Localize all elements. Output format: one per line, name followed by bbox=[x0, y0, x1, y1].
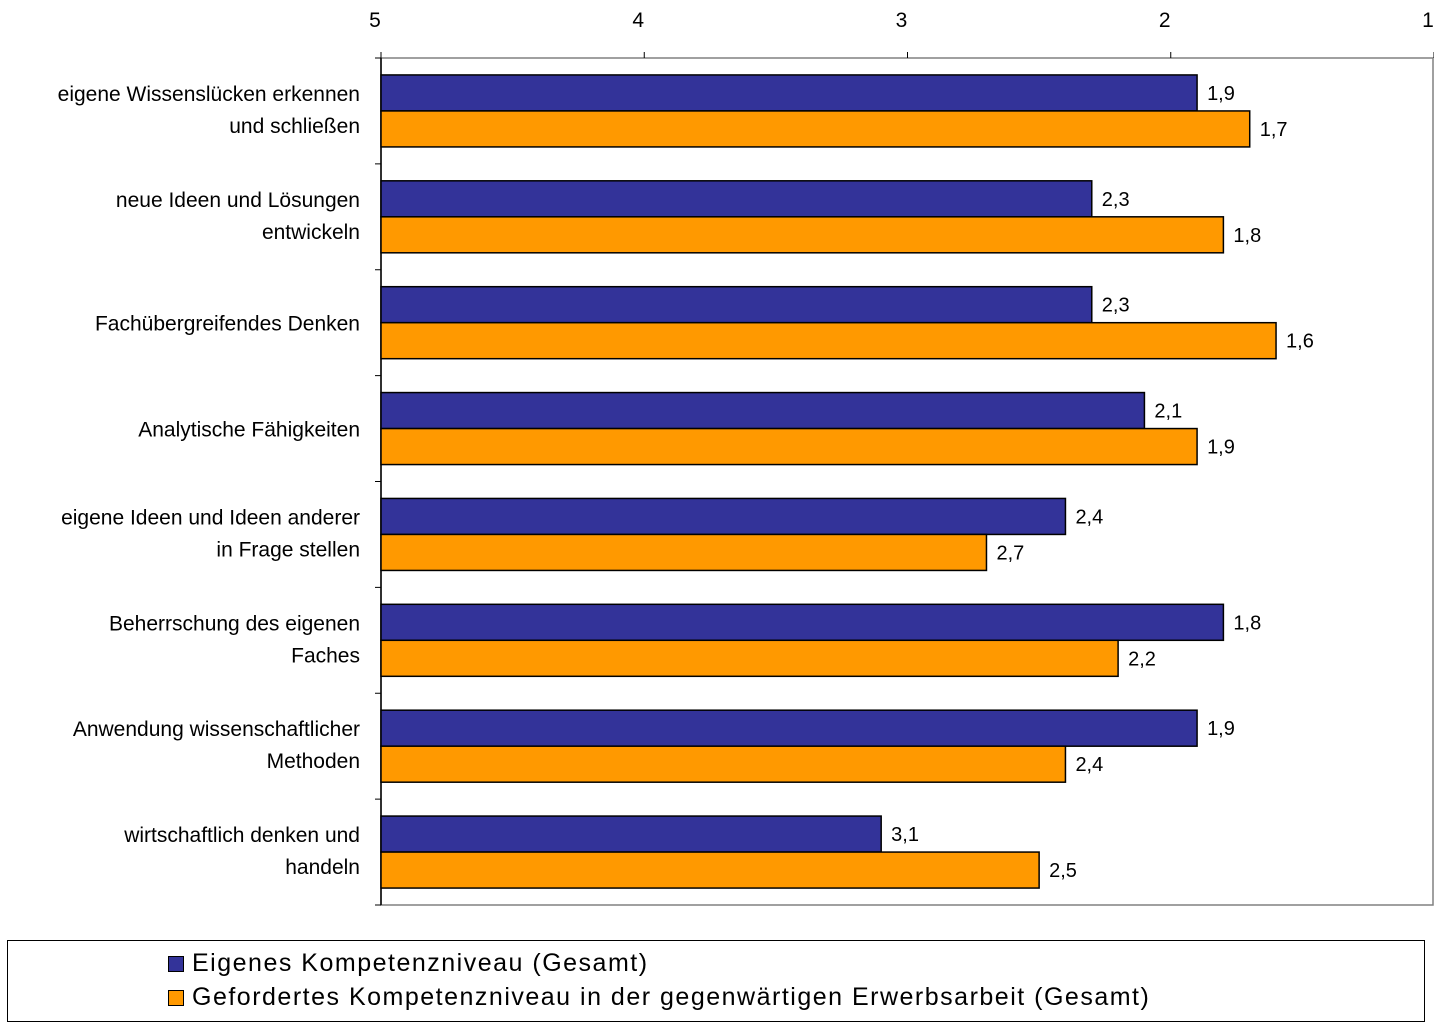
category-label: Methoden bbox=[267, 750, 360, 773]
category-label: wirtschaftlich denken und bbox=[123, 824, 360, 847]
bar-gefordertes bbox=[380, 427, 1198, 466]
data-label: 2,3 bbox=[1102, 295, 1130, 317]
category-label: Fachübergreifendes Denken bbox=[95, 313, 360, 336]
bar-eigenes bbox=[380, 497, 1067, 536]
data-label: 2,7 bbox=[996, 542, 1024, 564]
bar-eigenes bbox=[380, 74, 1198, 112]
data-label: 2,5 bbox=[1049, 860, 1077, 882]
bar-eigenes bbox=[380, 391, 1146, 430]
bar-gefordertes bbox=[380, 851, 1040, 889]
x-tick-label: 5 bbox=[369, 9, 381, 32]
data-label: 1,9 bbox=[1207, 83, 1235, 105]
category-label: handeln bbox=[285, 856, 360, 879]
bar-eigenes bbox=[380, 180, 1093, 218]
category-label: eigene Wissenslücken erkennen bbox=[58, 83, 360, 106]
category-label: Anwendung wissenschaftlicher bbox=[73, 718, 360, 741]
data-label: 3,1 bbox=[891, 824, 919, 846]
bar-eigenes bbox=[380, 709, 1198, 747]
legend-item-gefordertes: Gefordertes Kompetenzniveau in der gegen… bbox=[168, 983, 1150, 1012]
category-label: in Frage stellen bbox=[216, 538, 360, 561]
data-label: 2,4 bbox=[1075, 754, 1103, 776]
data-label: 2,1 bbox=[1154, 401, 1182, 423]
bar-gefordertes bbox=[380, 321, 1277, 360]
data-label: 1,9 bbox=[1207, 437, 1235, 459]
legend-label-eigenes: Eigenes Kompetenzniveau (Gesamt) bbox=[192, 949, 649, 977]
bar-gefordertes bbox=[380, 110, 1251, 148]
bar-chart: 5 4 3 2 1 1,9 1,7 eigene Wissenslücken erkennen… bbox=[58, 9, 1434, 906]
category-label: und schließen bbox=[229, 115, 360, 138]
category-label: entwickeln bbox=[262, 221, 360, 244]
category-label: eigene Ideen und Ideen anderer bbox=[61, 506, 360, 529]
bar-gefordertes bbox=[380, 533, 988, 572]
bar-eigenes bbox=[380, 285, 1093, 324]
category-label: neue Ideen und Lösungen bbox=[116, 189, 360, 212]
category-label: Analytische Fähigkeiten bbox=[138, 419, 360, 442]
data-label: 1,8 bbox=[1233, 225, 1261, 247]
x-tick-label: 1 bbox=[1422, 9, 1434, 32]
x-tick-label: 3 bbox=[896, 9, 908, 32]
data-label: 2,2 bbox=[1128, 648, 1156, 670]
legend-item-eigenes: Eigenes Kompetenzniveau (Gesamt) bbox=[168, 949, 649, 978]
bar-gefordertes bbox=[380, 639, 1119, 678]
legend-swatch-gefordertes bbox=[168, 989, 184, 1006]
category-label: Beherrschung des eigenen bbox=[109, 612, 360, 635]
legend-swatch-eigenes bbox=[168, 955, 184, 972]
data-label: 1,7 bbox=[1260, 119, 1288, 141]
bar-gefordertes bbox=[380, 745, 1067, 783]
legend: Eigenes Kompetenzniveau (Gesamt) Geforde… bbox=[7, 940, 1425, 1022]
data-label: 1,9 bbox=[1207, 718, 1235, 740]
bar-eigenes bbox=[380, 603, 1225, 642]
data-label: 1,6 bbox=[1286, 331, 1314, 353]
legend-label-gefordertes: Gefordertes Kompetenzniveau in der gegen… bbox=[192, 983, 1151, 1011]
category-label: Faches bbox=[291, 644, 360, 667]
bar-gefordertes bbox=[380, 216, 1225, 254]
data-label: 2,4 bbox=[1075, 506, 1103, 528]
x-tick-label: 2 bbox=[1159, 9, 1171, 32]
data-label: 1,8 bbox=[1233, 612, 1261, 634]
x-tick-label: 4 bbox=[632, 9, 644, 32]
bar-eigenes bbox=[380, 815, 882, 853]
data-label: 2,3 bbox=[1102, 189, 1130, 211]
